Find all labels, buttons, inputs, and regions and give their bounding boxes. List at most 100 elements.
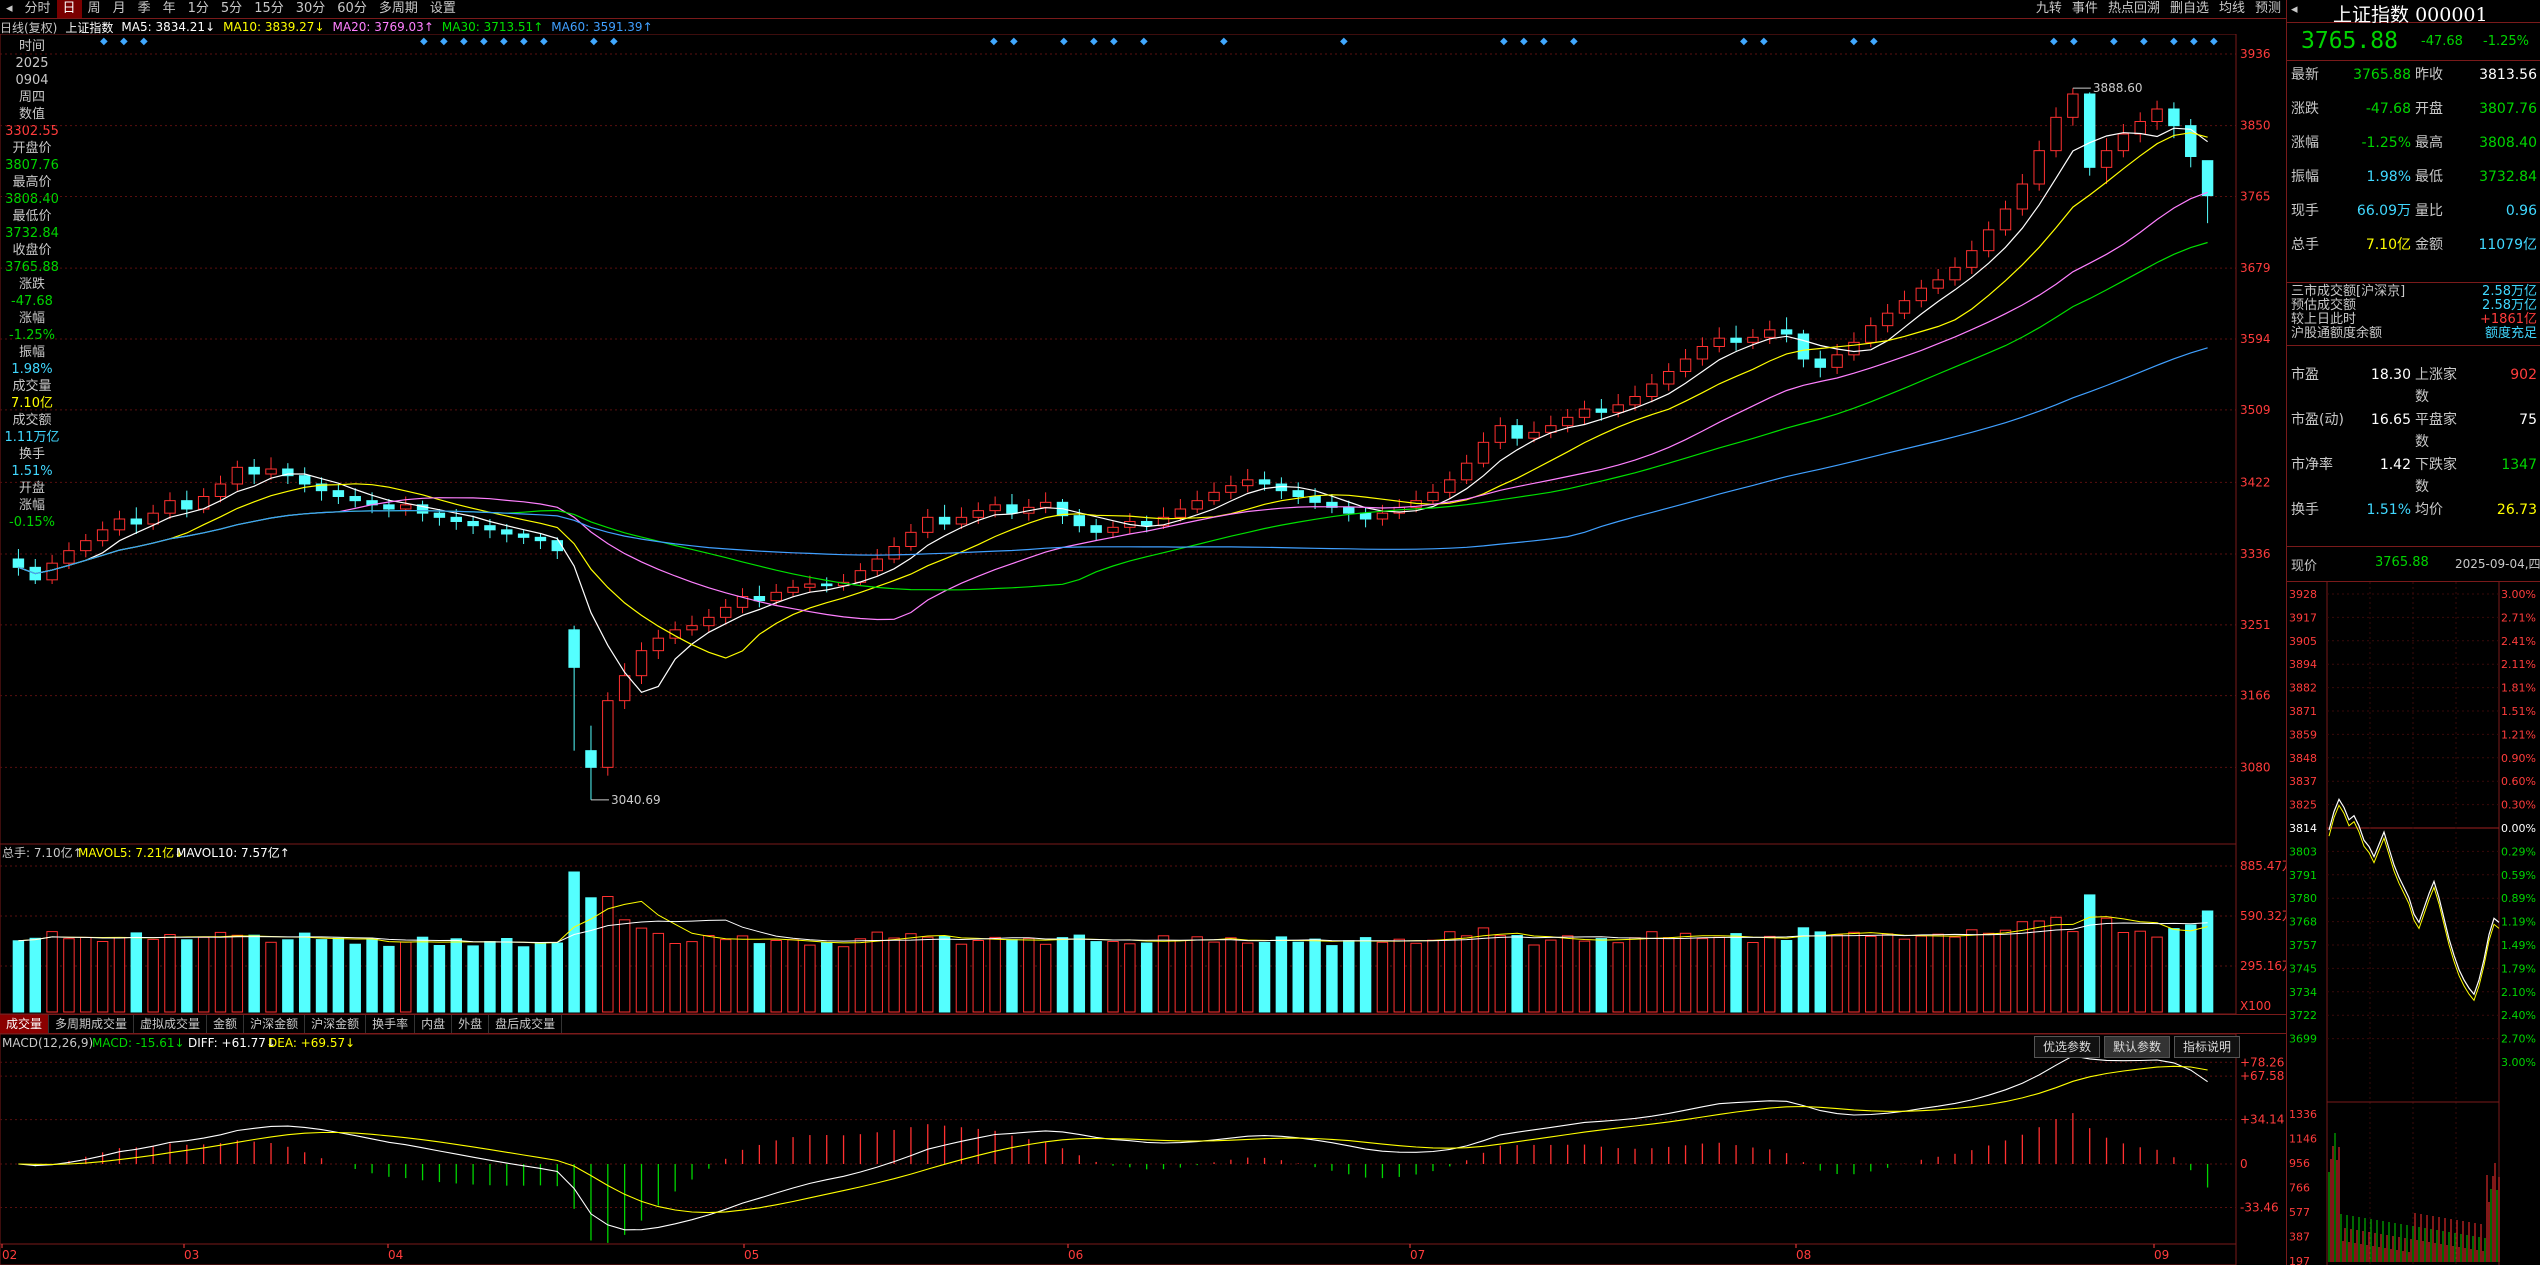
indicator-tab[interactable]: 虚拟成交量 (134, 1015, 208, 1033)
price-axis-label: 3936 (2240, 47, 2271, 61)
ma-legend-item: MA30: 3713.51↑ (441, 20, 544, 34)
mini-left-axis-label: 3699 (2289, 1033, 2317, 1046)
indicator-tab[interactable]: 金额 (207, 1015, 245, 1033)
period-tab[interactable]: 1分 (187, 1, 209, 16)
quote-row-value: 16.65 (2370, 412, 2411, 428)
volume-bar (719, 939, 732, 1013)
macd-param-button[interactable]: 指标说明 (2174, 1036, 2241, 1058)
left-info-item: 3302.55 (5, 124, 59, 139)
volume-bar (1191, 936, 1203, 1013)
volume-chart[interactable]: 总手: 7.10亿↑MAVOL5: 7.21亿↓MAVOL10: 7.57亿↑ 8… (0, 844, 2286, 1014)
indicator-tab[interactable]: 内盘 (415, 1015, 453, 1033)
candle (1915, 279, 1928, 308)
left-info-item: 时间 (18, 39, 45, 54)
indicator-tab[interactable]: 外盘 (452, 1015, 490, 1033)
volume-bar (585, 897, 597, 1013)
volume-bar (854, 938, 867, 1013)
period-tab[interactable]: 季 (137, 1, 151, 16)
candle (1140, 515, 1153, 533)
left-info-item: 涨幅 (18, 311, 45, 326)
event-marker-icon: ◆ (1010, 36, 1018, 47)
mini-header: 现价 3765.88 2025-09-04,四 (2287, 546, 2540, 582)
volume-axis-label: 885.47万 (2240, 859, 2286, 873)
volume-bar (1730, 933, 1742, 1013)
macd-param-button[interactable]: 默认参数 (2104, 1036, 2171, 1058)
indicator-tab[interactable]: 沪深金额 (244, 1015, 306, 1033)
quote-row-value: -1.25% (2361, 135, 2411, 151)
indicator-tab[interactable]: 沪深金额 (305, 1015, 367, 1033)
volume-bar (1662, 937, 1675, 1013)
volume-bar (349, 943, 361, 1013)
quote-row-value2: 3732.84 (2479, 169, 2537, 185)
period-tab[interactable]: 分时 (24, 1, 51, 16)
indicator-tabs: 成交量 多周期成交量 虚拟成交量 金额 沪深金额 沪深金额 换手率 内盘 外盘 盘后成交量 (0, 1014, 2286, 1034)
indicator-tab[interactable]: 多周期成交量 (49, 1015, 135, 1033)
intraday-mini-chart[interactable]: 3928 3917 3905 3894 3882 3871 3859 3848 3837 3825… (2287, 582, 2540, 1265)
quote-row-value2: 3807.76 (2479, 101, 2537, 117)
mini-right-axis-label: 1.21% (2501, 728, 2536, 741)
macd-param-button[interactable]: 优选参数 (2034, 1036, 2101, 1058)
period-tab[interactable]: 设置 (429, 1, 456, 16)
volume-bar (1494, 935, 1507, 1013)
volume-bar (113, 937, 126, 1013)
period-tab[interactable]: 5分 (220, 1, 243, 16)
period-tab[interactable]: 15分 (254, 1, 284, 16)
event-marker-icon: ◆ (1850, 36, 1858, 47)
period-tab[interactable]: 月 (112, 1, 126, 16)
candle (1730, 325, 1742, 351)
toolbar-right-tab[interactable]: 九转 (2035, 1, 2062, 16)
toolbar-right-tab[interactable]: 预测 (2254, 1, 2281, 16)
macd-chart[interactable]: MACD(12,26,9)MACD: -15.61↓ DIFF: +61.77↓D… (0, 1034, 2286, 1244)
turnover-divider (2287, 282, 2540, 283)
indicator-tab[interactable]: 盘后成交量 (489, 1015, 563, 1033)
candle (1780, 317, 1793, 343)
toolbar-right-tab[interactable]: 均线 (2218, 1, 2245, 16)
volume-bar (1241, 942, 1254, 1013)
volume-bar (922, 936, 934, 1013)
volume-bar (517, 946, 530, 1013)
period-tab[interactable]: 60分 (337, 1, 367, 16)
candle (1999, 200, 2012, 236)
volume-bar (2201, 910, 2214, 1013)
volume-bar (1764, 935, 1776, 1013)
volume-bar (214, 931, 227, 1013)
indicator-tab[interactable]: 成交量 (0, 1015, 50, 1033)
period-tab[interactable]: 日 (56, 0, 82, 18)
volume-bar (2185, 924, 2197, 1013)
left-info-item: 涨幅 (18, 498, 45, 513)
period-tab[interactable]: 年 (162, 1, 176, 16)
candle (12, 549, 25, 576)
toolbar-right-tab[interactable]: 事件 (2071, 1, 2098, 16)
toolbar-right-tab[interactable]: 热点回溯 (2107, 1, 2160, 16)
collapse-icon[interactable]: ◂ (2291, 2, 2298, 17)
volume-bar (1258, 941, 1271, 1013)
candle (1578, 400, 1591, 424)
volume-bar (1696, 938, 1709, 1013)
indicator-tab[interactable]: 换手率 (366, 1015, 416, 1033)
event-marker-icon: ◆ (540, 36, 548, 47)
quote-row-value: 1.98% (2366, 169, 2411, 185)
turnover-row: 沪股通额度余额 额度充足 (2291, 327, 2537, 341)
quote-row-label2: 最低 (2415, 169, 2443, 185)
volume-bar (1140, 942, 1153, 1013)
mini-vol-axis-label: 956 (2289, 1157, 2310, 1170)
candle (332, 484, 345, 504)
volume-bar (298, 932, 311, 1013)
quote-row-label: 市净率 (2291, 457, 2333, 473)
price-chart[interactable]: 3936 3850 3765 3679 3594 3509 3422 3336 3251 3166… (0, 34, 2286, 844)
left-info-item: 成交额 (12, 413, 52, 428)
quote-row: 换手 1.51% 均价 26.73 (2291, 499, 2537, 521)
quote-row-value2: 902 (2510, 367, 2537, 383)
period-tab[interactable]: 多周期 (378, 1, 418, 16)
volume-bar (703, 935, 715, 1013)
volume-bar (1898, 938, 1911, 1013)
candle (2185, 119, 2197, 168)
period-tab[interactable]: 30分 (295, 1, 326, 16)
candle (804, 575, 816, 593)
toolbar-arrow-left[interactable]: ◂ (6, 1, 13, 16)
period-tab[interactable]: 周 (87, 1, 101, 16)
quote-row-value2: 3813.56 (2479, 67, 2537, 83)
volume-bar (1208, 941, 1220, 1013)
toolbar-right-tab[interactable]: 删自选 (2169, 1, 2209, 16)
quote-pct: -1.25% (2483, 34, 2529, 49)
